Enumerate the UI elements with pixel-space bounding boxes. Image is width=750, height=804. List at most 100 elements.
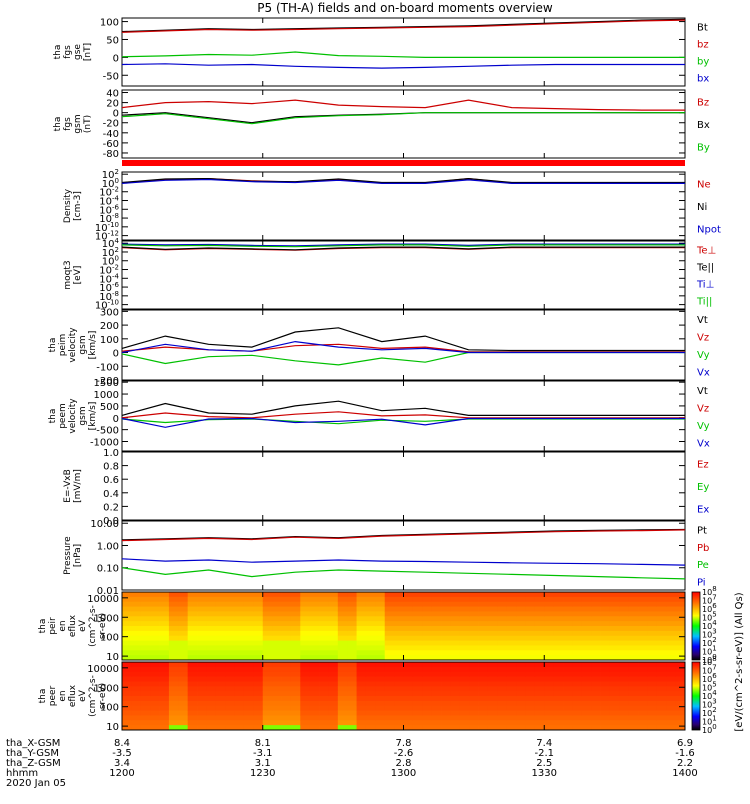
spectrogram-cell xyxy=(234,630,245,637)
spectrogram-cell xyxy=(525,655,536,661)
spectrogram-cell xyxy=(469,650,479,656)
spectrogram-cell xyxy=(168,715,179,721)
spectrogram-cell xyxy=(666,676,677,682)
spectrogram-cell xyxy=(159,655,170,661)
spectrogram-cell xyxy=(356,630,367,637)
spectrogram-cell xyxy=(656,720,667,726)
spectrogram-cell xyxy=(197,630,207,637)
spectrogram-cell xyxy=(647,671,658,677)
spectrogram-cell xyxy=(243,662,254,668)
spectrogram-cell xyxy=(243,592,254,598)
spectrogram-cell xyxy=(450,720,461,726)
spectrogram-cell xyxy=(356,645,367,651)
spectrogram-cell xyxy=(337,611,348,617)
spectrogram-cell xyxy=(600,710,611,716)
spectrogram-cell xyxy=(159,611,170,617)
spectrogram-cell xyxy=(328,601,339,607)
spectrogram-cell xyxy=(384,655,395,661)
spectrogram-cell xyxy=(534,626,545,632)
spectrogram-cell xyxy=(628,630,639,637)
spectrogram-cell xyxy=(628,720,639,726)
spectrogram-cell xyxy=(572,681,583,687)
spectrogram-cell xyxy=(563,592,573,598)
spectrogram-cell xyxy=(328,626,339,632)
spectrogram-cell xyxy=(337,691,348,697)
spectrogram-cell xyxy=(609,681,620,687)
spectrogram-cell xyxy=(487,691,498,697)
spectrogram-cell xyxy=(168,666,179,673)
spectrogram-cell xyxy=(159,650,170,656)
spectrogram-cell xyxy=(243,635,254,641)
spectrogram-cell xyxy=(422,691,433,697)
panel-10: 10000100010010thapeerenefluxeV(cm^2-s-sr… xyxy=(38,661,686,733)
spectrogram-cell xyxy=(384,686,395,692)
plot-title: P5 (TH-A) fields and on-board moments ov… xyxy=(257,1,553,15)
spectrogram-cell xyxy=(656,705,667,711)
spectrogram-cell xyxy=(150,616,160,622)
spectrogram-cell xyxy=(290,650,301,656)
spectrogram-cell xyxy=(666,666,677,673)
spectrogram-cell xyxy=(431,686,442,692)
spectrogram-cell xyxy=(300,662,311,668)
colorbar-label: [eV/(cm^2-s-sr-eV)] (All Qs) xyxy=(734,592,745,731)
spectrogram-cell xyxy=(375,655,386,661)
spectrogram-cell xyxy=(638,671,648,677)
spectrogram-cell xyxy=(591,601,601,607)
spectrogram-cell xyxy=(150,655,160,661)
spectrogram-cell xyxy=(394,592,404,598)
spectrogram-cell xyxy=(150,645,160,651)
spectrogram-cell xyxy=(243,686,254,692)
spectrogram-cell xyxy=(347,596,357,603)
spectrogram-cell xyxy=(553,696,564,702)
spectrogram-cell xyxy=(187,616,198,622)
spectrogram-cell xyxy=(422,640,433,646)
spectrogram-cell xyxy=(300,606,311,612)
spectrogram-cell xyxy=(234,710,245,716)
spectrogram-cell xyxy=(290,616,301,622)
spectrogram-cell xyxy=(609,676,620,682)
spectrogram-cell xyxy=(487,601,498,607)
spectrogram-cell xyxy=(272,691,282,697)
spectrogram-cell xyxy=(591,720,601,726)
spectrogram-cell xyxy=(666,635,677,641)
spectrogram-cell xyxy=(525,715,536,721)
spectrogram-cell xyxy=(309,645,320,651)
spectrogram-cell xyxy=(478,596,489,603)
spectrogram-cell xyxy=(159,630,170,637)
spectrogram-cell xyxy=(431,640,442,646)
spectrogram-cell xyxy=(600,650,611,656)
spectrogram-cell xyxy=(328,710,339,716)
spectrogram-cell xyxy=(281,662,292,668)
spectrogram-cell xyxy=(619,592,630,598)
spectrogram-cell xyxy=(609,705,620,711)
y-tick-label: -1000 xyxy=(90,438,119,449)
spectrogram-cell xyxy=(300,621,311,627)
spectrogram-cell xyxy=(572,710,583,716)
spectrogram-cell xyxy=(337,696,348,702)
spectrogram-cell xyxy=(309,596,320,603)
spectrogram-cell xyxy=(309,676,320,682)
y-tick-label: 10-8 xyxy=(99,290,119,303)
spectrogram-cell xyxy=(347,710,357,716)
spectrogram-cell xyxy=(431,691,442,697)
spectrogram-cell xyxy=(122,725,132,731)
spectrogram-cell xyxy=(309,592,320,598)
spectrogram-cell xyxy=(497,691,508,697)
spectrogram-cell xyxy=(609,686,620,692)
spectrogram-cell xyxy=(281,700,292,707)
spectrogram-cell xyxy=(563,710,573,716)
legend-entry: Bx xyxy=(697,120,710,131)
spectrogram-cell xyxy=(262,626,273,632)
spectrogram-cell xyxy=(187,725,198,731)
spectrogram-cell xyxy=(422,705,433,711)
spectrogram-cell xyxy=(600,696,611,702)
spectrogram-cell xyxy=(525,621,536,627)
spectrogram-cell xyxy=(272,676,282,682)
spectrogram-cell xyxy=(272,611,282,617)
panel-3: 10210010-210-410-610-810-1010-12Density[… xyxy=(63,168,721,242)
spectrogram-cell xyxy=(150,635,160,641)
spectrogram-cell xyxy=(319,681,329,687)
footer-value: 7.8 xyxy=(396,738,412,749)
spectrogram-cell xyxy=(431,650,442,656)
spectrogram-cell xyxy=(290,611,301,617)
